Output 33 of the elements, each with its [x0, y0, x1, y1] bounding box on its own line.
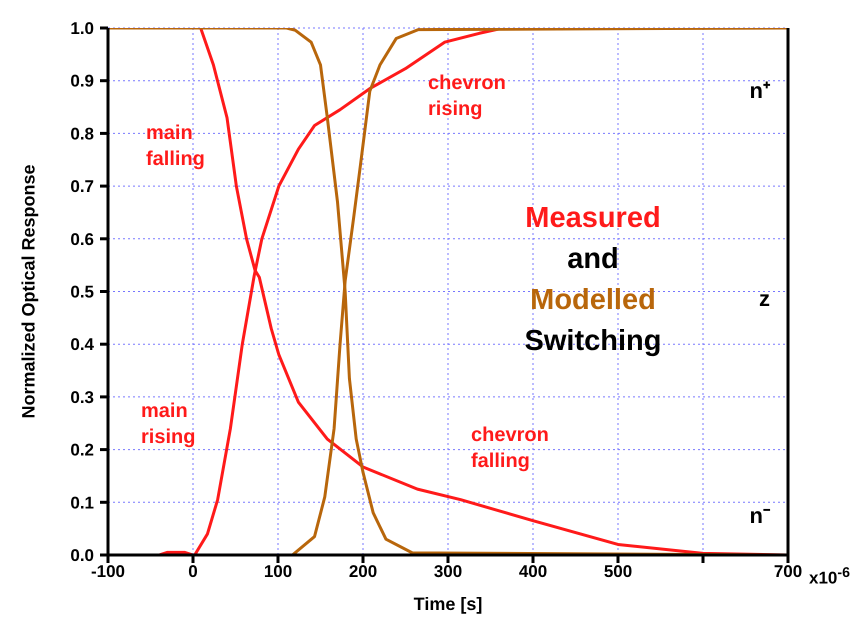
- annotation: chevron rising: [428, 71, 506, 122]
- y-tick-label: 0.7: [70, 177, 94, 196]
- y-tick-label: 0.3: [70, 388, 94, 407]
- y-tick-label: 1.0: [70, 19, 94, 38]
- y-tick-label: 0.1: [70, 493, 94, 512]
- annotation: chevron falling: [471, 423, 549, 474]
- x-tick-label: -100: [90, 562, 126, 582]
- x-tick-label: 300: [434, 562, 462, 582]
- x-tick-label: 700: [774, 562, 802, 582]
- y-tick-label: 0.6: [70, 230, 94, 249]
- x-tick-label: 0: [188, 562, 198, 582]
- y-tick-label: 0.2: [70, 440, 94, 460]
- annotation: main falling: [146, 121, 205, 172]
- x-tick-label: 200: [348, 562, 378, 582]
- y-tick-label: 0.9: [70, 72, 94, 91]
- annotation: n⁻: [748, 502, 770, 530]
- annotation: main rising: [141, 399, 196, 450]
- y-tick-label: 0.0: [70, 546, 94, 565]
- annotation: Switching: [524, 324, 662, 359]
- x-axis-title: Time [s]: [414, 594, 482, 614]
- x-tick-label: 400: [518, 562, 548, 582]
- y-tick-label: 0.8: [70, 124, 94, 144]
- text: x10$^{-6}$: [809, 564, 850, 589]
- annotation: Measured: [524, 201, 662, 236]
- annotation: n⁺: [748, 77, 770, 105]
- annotation: Modelled: [529, 283, 657, 318]
- annotation: z: [758, 285, 770, 313]
- y-axis-title: Normalized Optical Response: [18, 164, 38, 419]
- y-tick-label: 0.4: [70, 335, 95, 354]
- x-tick-label: 100: [264, 562, 292, 582]
- x-tick-label: 500: [604, 562, 632, 582]
- annotation: and: [566, 242, 620, 277]
- y-tick-label: 0.5: [70, 282, 94, 302]
